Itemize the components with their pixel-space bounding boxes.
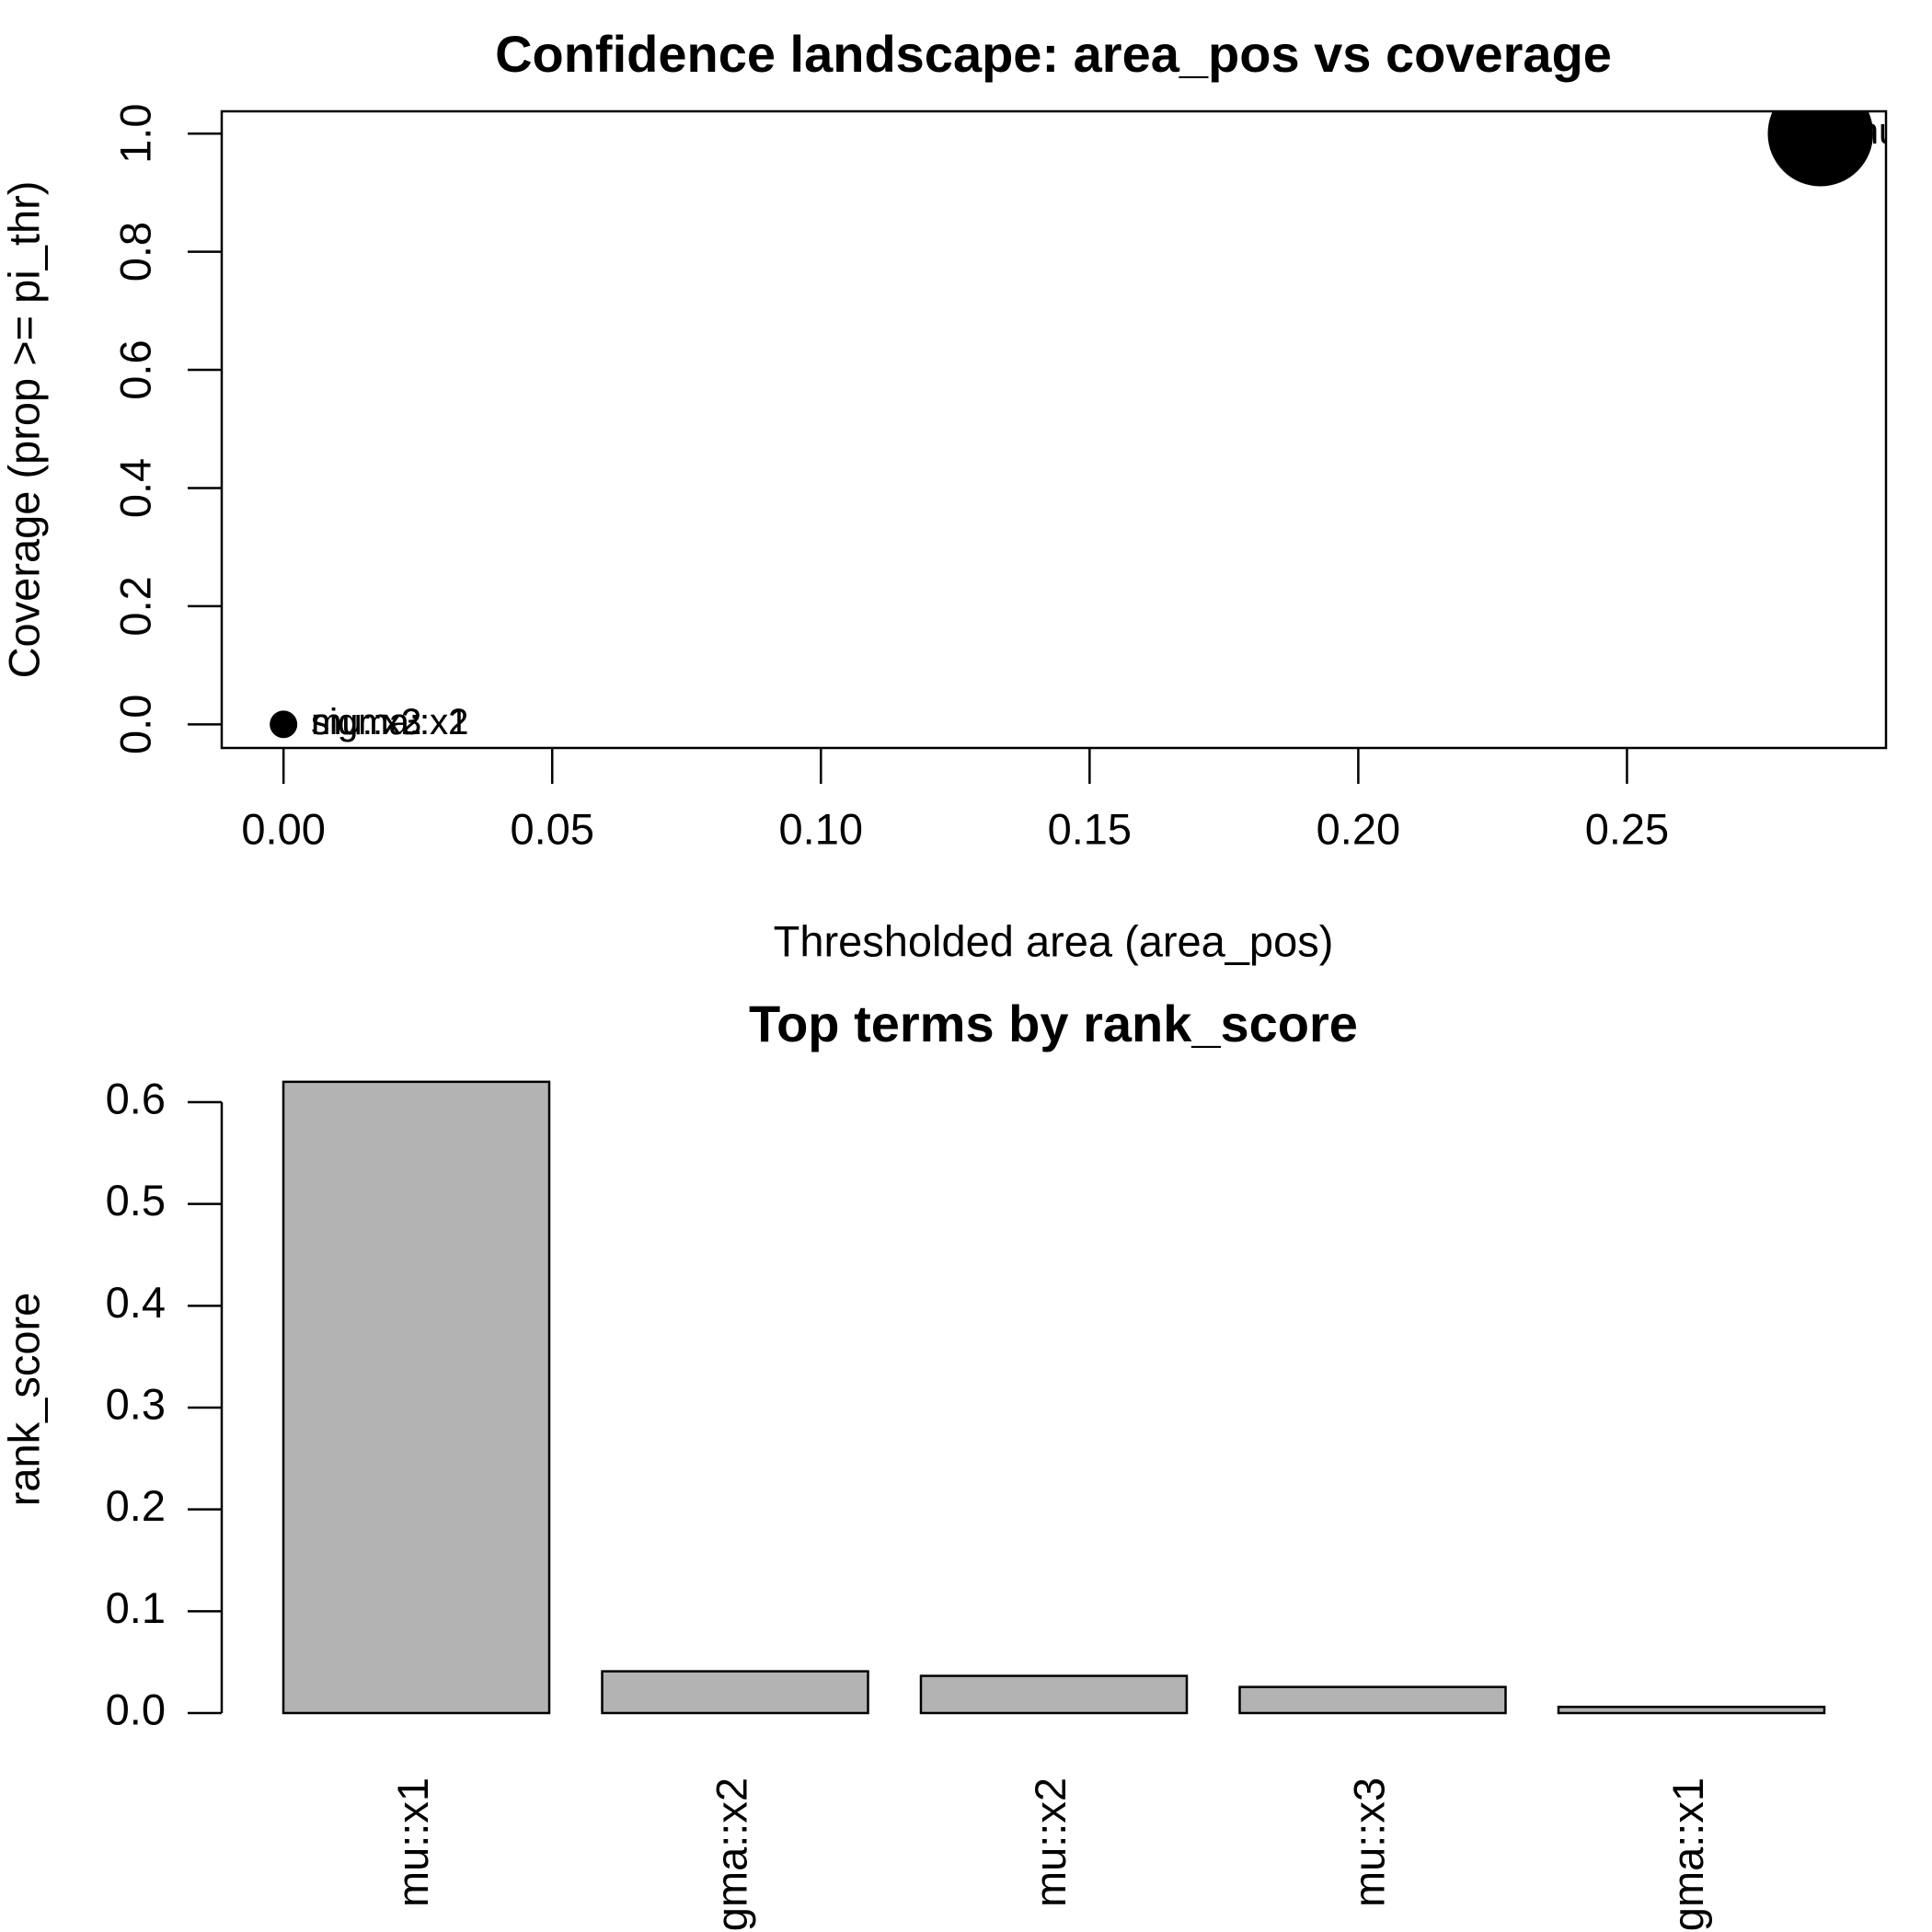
point-label: mu::x3	[311, 702, 421, 742]
y-tick-label: 0.4	[110, 458, 159, 518]
x-tick-label: 0.15	[1048, 804, 1132, 853]
x-tick-label: mu::x1	[388, 1777, 437, 1907]
x-tick-label: 0.25	[1585, 804, 1669, 853]
y-tick-label: 0.6	[110, 339, 159, 399]
y-tick-label: 0.0	[106, 1685, 166, 1733]
y-tick-label: 0.5	[106, 1176, 166, 1225]
point-label: sigma::x2	[311, 702, 468, 742]
y-tick-label: 0.0	[110, 695, 159, 754]
x-tick-label: sigma::x2	[707, 1777, 755, 1932]
y-tick-label: 0.2	[110, 576, 159, 636]
chart-title: Confidence landscape: area_pos vs covera…	[495, 25, 1612, 83]
y-tick-label: 0.4	[106, 1278, 166, 1327]
x-tick-label: 0.00	[241, 804, 325, 853]
y-tick-label: 0.8	[110, 222, 159, 282]
y-tick-label: 0.1	[106, 1583, 166, 1632]
x-tick-label: 0.20	[1317, 804, 1400, 853]
y-tick-label: 0.2	[106, 1481, 166, 1530]
x-tick-label: sigma::x1	[1663, 1777, 1712, 1932]
bar	[919, 1674, 1189, 1715]
point-label: sigma::x1	[311, 702, 468, 742]
y-tick-label: 0.6	[106, 1074, 166, 1122]
x-tick-label: 0.05	[510, 804, 593, 853]
y-tick-label: 0.3	[106, 1379, 166, 1428]
point	[271, 712, 295, 736]
y-tick-label: 1.0	[110, 104, 159, 164]
y-axis-label: Coverage (prop >= pi_thr)	[0, 181, 48, 679]
x-tick-label: mu::x3	[1344, 1777, 1393, 1907]
y-axis-label: rank_score	[0, 1293, 48, 1507]
bar	[282, 1080, 551, 1715]
bar	[1557, 1706, 1826, 1715]
x-tick-label: 0.10	[779, 804, 863, 853]
bar	[1238, 1685, 1507, 1715]
point	[1767, 111, 1873, 187]
x-axis-label: Thresholded area (area_pos)	[774, 916, 1334, 965]
x-tick-label: mu::x2	[1026, 1777, 1075, 1907]
chart-title: Top terms by rank_score	[749, 995, 1358, 1052]
plot-box	[220, 109, 1888, 750]
point-label: mu::x2	[311, 702, 421, 742]
bar	[601, 1670, 869, 1715]
